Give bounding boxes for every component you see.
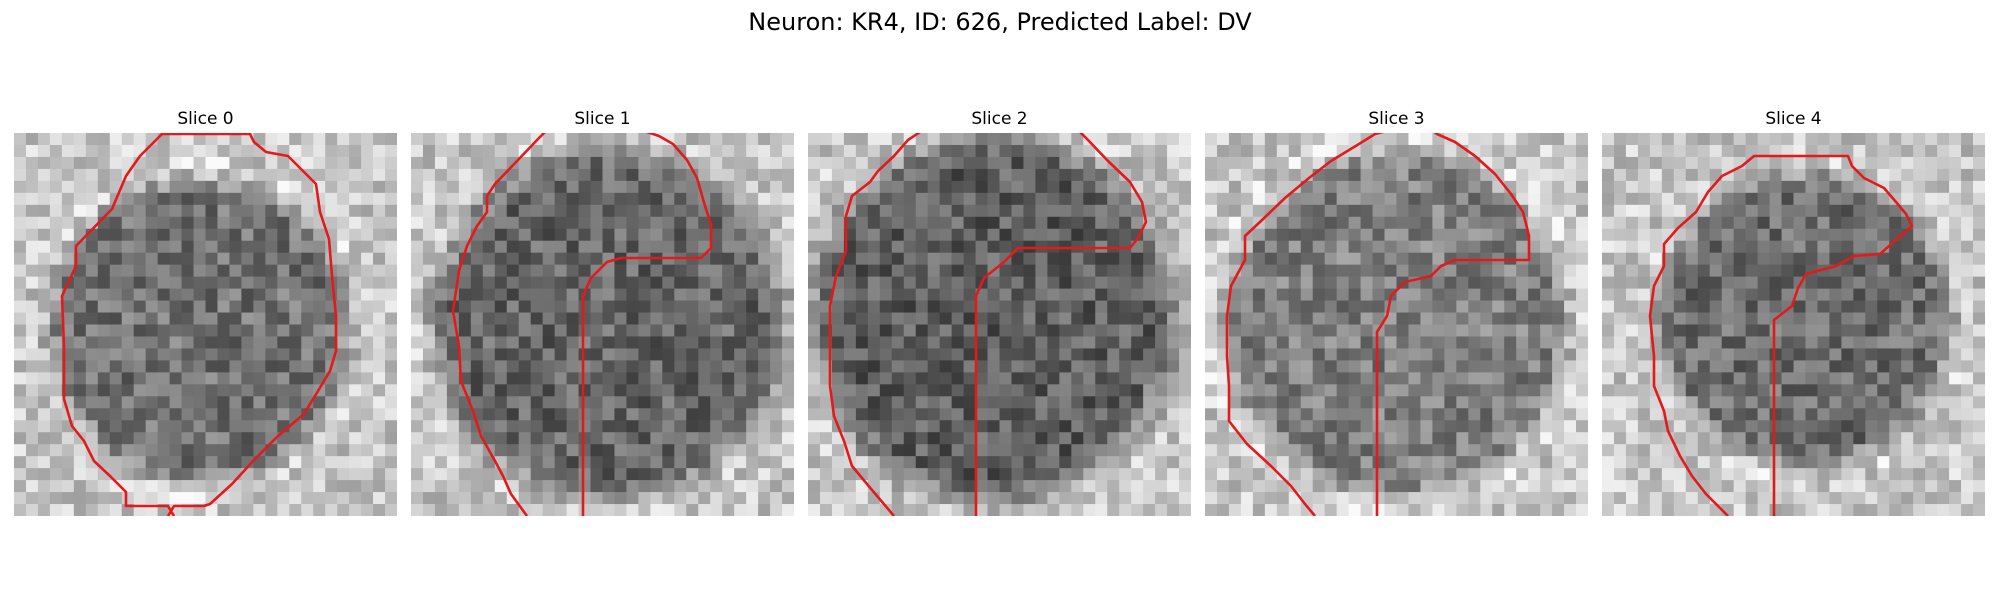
slice-image-4 (1602, 133, 1985, 516)
slice-image-1 (411, 133, 794, 516)
pixel-grid (411, 133, 794, 516)
figure-title: Neuron: KR4, ID: 626, Predicted Label: D… (748, 8, 1252, 36)
contour-line (1225, 133, 1531, 516)
slice-title-2: Slice 2 (971, 109, 1028, 129)
slice-image-0 (14, 133, 397, 516)
contour-line (974, 133, 1148, 516)
slice-title-1: Slice 1 (574, 109, 631, 129)
contour-line (1648, 154, 1914, 516)
slice-image-3 (1205, 133, 1588, 516)
slice-title-0: Slice 0 (177, 109, 234, 129)
pixel-grid (1602, 133, 1985, 516)
slice-title-3: Slice 3 (1368, 109, 1425, 129)
contour-line (60, 133, 338, 516)
pixel-grid (14, 133, 397, 516)
slice-image-2 (808, 133, 1191, 516)
slice-title-4: Slice 4 (1765, 109, 1822, 129)
contour-line (828, 133, 921, 516)
pixel-grid (808, 133, 1191, 516)
contour-line (581, 133, 713, 516)
contour-line (451, 133, 546, 516)
